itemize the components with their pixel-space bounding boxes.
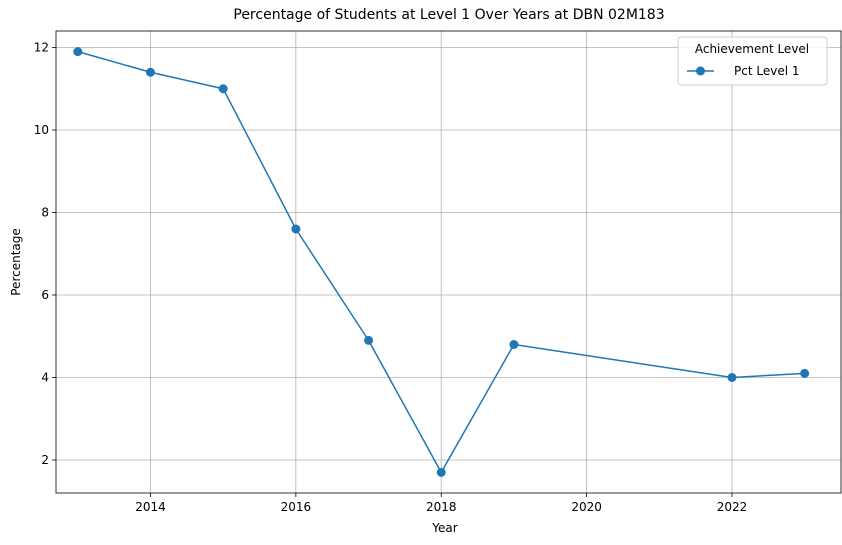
y-tick-label: 4 [41, 371, 49, 385]
data-point [73, 47, 83, 57]
data-point [436, 467, 446, 477]
y-axis-ticks: 2 4 6 8 10 12 [34, 41, 56, 467]
grid [56, 31, 841, 493]
series-layer [73, 47, 810, 477]
plot-area-frame [55, 30, 842, 494]
y-tick-label: 2 [41, 453, 49, 467]
x-tick-label: 2022 [717, 500, 748, 514]
data-point [800, 368, 810, 378]
y-tick-label: 12 [34, 41, 49, 55]
data-point [727, 373, 737, 382]
legend: Achievement Level Pct Level 1 [677, 36, 828, 86]
x-tick-label: 2016 [281, 500, 312, 514]
x-tick-label: 2020 [571, 500, 602, 514]
x-axis-ticks: 2014 2016 2018 2020 2022 [135, 493, 747, 514]
data-point [364, 335, 374, 345]
y-axis-label: Percentage [9, 228, 23, 296]
y-tick-label: 10 [34, 123, 49, 137]
x-tick-label: 2014 [135, 500, 166, 514]
data-point [509, 340, 519, 349]
y-tick-label: 6 [41, 288, 49, 302]
chart-title: Percentage of Students at Level 1 Over Y… [233, 7, 664, 23]
legend-entry-label: Pct Level 1 [734, 64, 799, 78]
y-tick-label: 8 [41, 206, 49, 220]
data-point [291, 224, 301, 234]
data-point [145, 67, 155, 77]
legend-marker-swatch [696, 66, 705, 76]
x-axis-label: Year [431, 521, 457, 535]
data-point [218, 84, 228, 94]
x-tick-label: 2018 [426, 500, 457, 514]
legend-title: Achievement Level [695, 42, 809, 56]
legend-box [677, 36, 828, 86]
